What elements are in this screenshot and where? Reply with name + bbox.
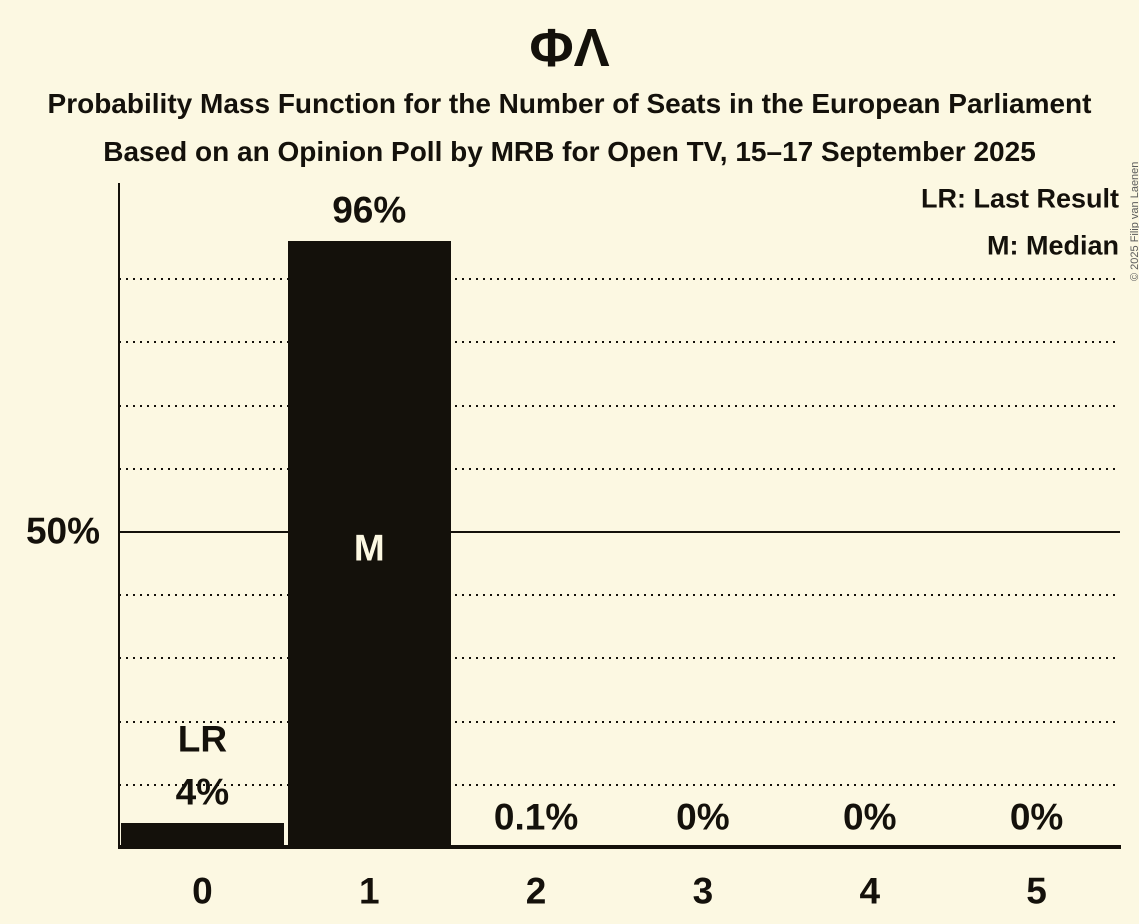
chart-sub-subtitle: Based on an Opinion Poll by MRB for Open… [103, 136, 1036, 167]
gridline-60pct [119, 468, 1120, 470]
y-axis-50-label: 50% [25, 510, 100, 552]
x-axis [118, 845, 1121, 849]
bar-1 [287, 241, 451, 848]
x-tick-label-3: 3 [692, 870, 714, 912]
gridline-20pct [119, 721, 1120, 723]
bar-0 [120, 823, 284, 848]
bar-value-label-3: 0% [676, 796, 730, 838]
bar-value-label-4: 0% [843, 796, 897, 838]
x-tick-label-5: 5 [1026, 870, 1047, 912]
bar-value-label-0: 4% [175, 771, 230, 813]
legend-last-result: LR: Last Result [920, 183, 1119, 214]
chart-title: ΦΛ [529, 18, 610, 78]
gridline-80pct [119, 341, 1120, 343]
last-result-annotation: LR [177, 718, 228, 760]
bar-value-label-1: 96% [332, 189, 407, 231]
y-axis [118, 183, 120, 848]
x-tick-label-2: 2 [525, 870, 547, 912]
gridline-10pct [119, 784, 1120, 786]
x-tick-label-1: 1 [358, 870, 380, 912]
legend-median: M: Median [987, 230, 1119, 261]
copyright-watermark: © 2025 Filip van Laenen [1129, 161, 1139, 281]
bar-value-label-2: 0.1% [493, 796, 579, 838]
chart-subtitle: Probability Mass Function for the Number… [47, 88, 1092, 119]
x-tick-label-4: 4 [859, 870, 881, 912]
gridline-40pct [119, 594, 1120, 596]
gridline-30pct [119, 657, 1120, 659]
gridline-90pct [119, 278, 1120, 280]
bar-value-label-5: 0% [1009, 796, 1064, 838]
median-annotation: M [353, 527, 385, 569]
gridline-50pct-solid [119, 531, 1120, 533]
gridline-70pct [119, 405, 1120, 407]
x-tick-label-0: 0 [192, 870, 213, 912]
